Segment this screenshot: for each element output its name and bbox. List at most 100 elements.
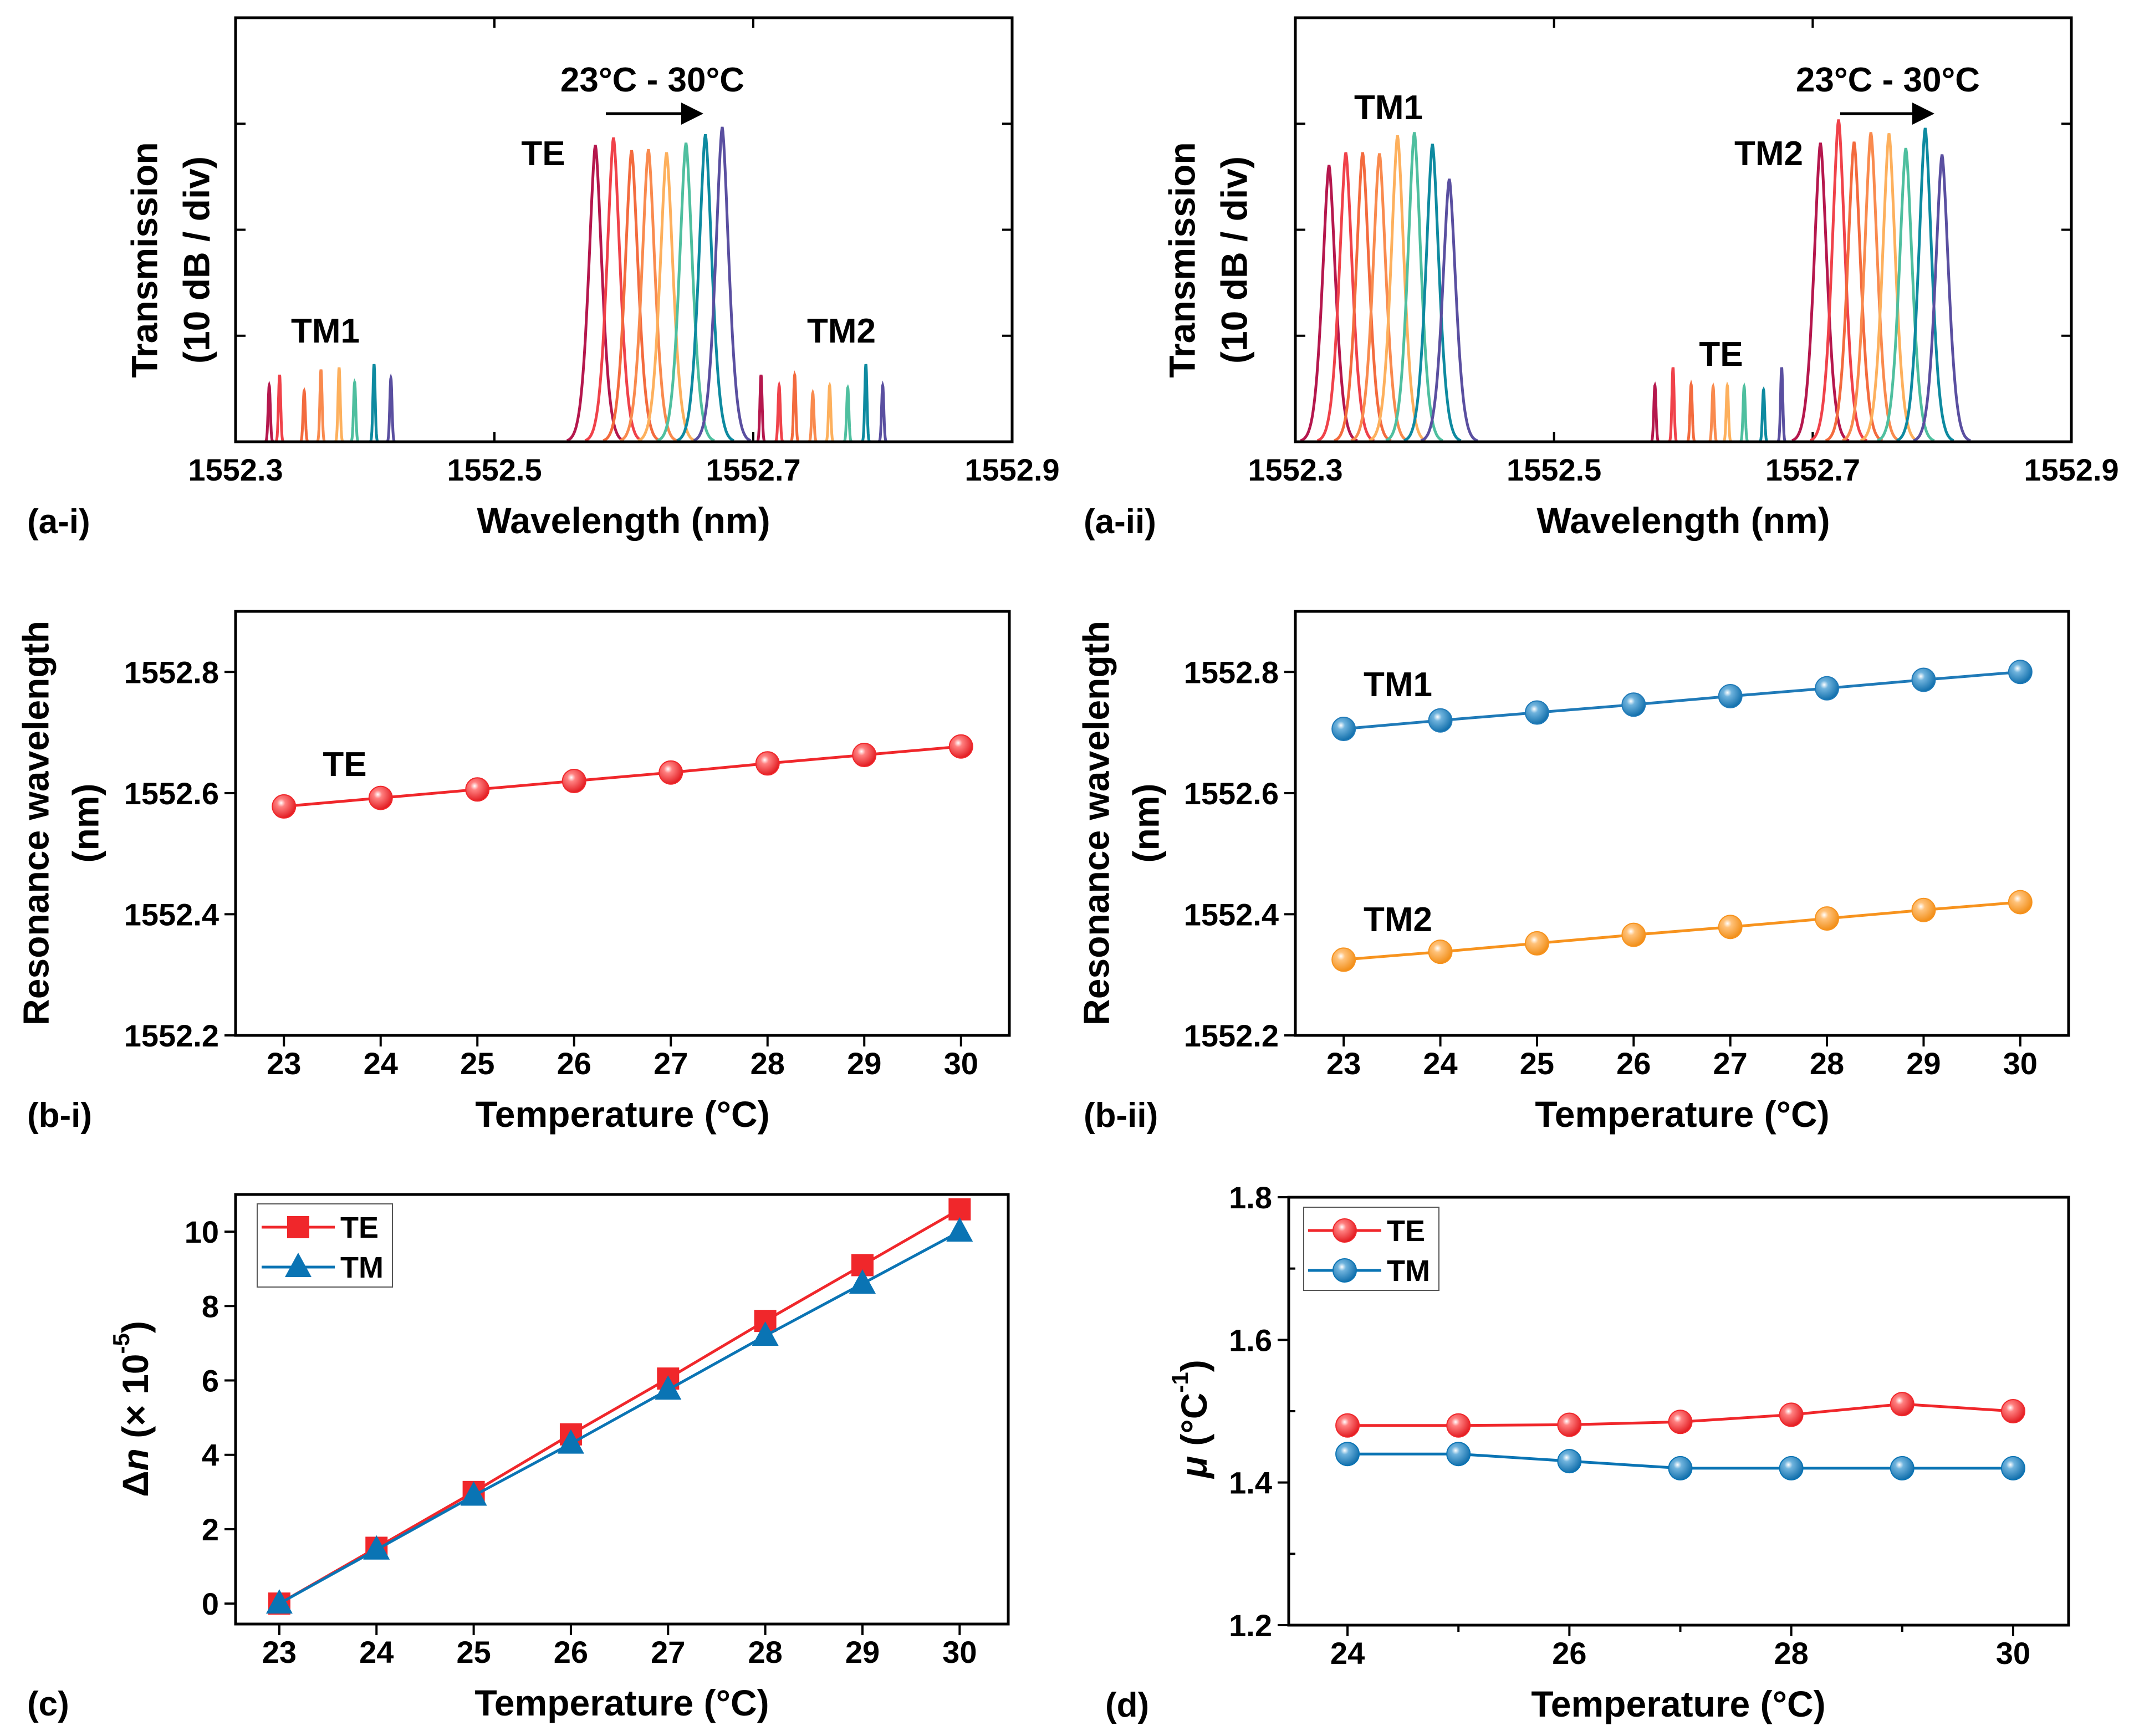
series-line-tm1 — [1343, 670, 2021, 731]
y-tick-label: 2 — [202, 1512, 219, 1547]
peak-te-28C — [657, 142, 715, 442]
peak-te-29C — [676, 134, 734, 442]
peak-te-25C — [603, 150, 661, 442]
peak-tm1-25C — [1334, 152, 1392, 442]
x-tick-label: 1552.5 — [1507, 452, 1601, 487]
data-point-te — [1557, 1412, 1582, 1437]
data-point-te — [755, 751, 780, 776]
y-axis-label: (nm) — [1125, 784, 1166, 863]
panel-label: (b-ii) — [1084, 1096, 1158, 1135]
series-line-tm — [278, 1230, 961, 1605]
mode-label-tm1: TM1 — [1354, 89, 1423, 127]
x-tick-label: 27 — [1713, 1046, 1748, 1081]
y-tick-label: 1552.4 — [124, 897, 219, 932]
x-tick-label: 1552.9 — [2024, 452, 2118, 487]
legend-label: TM — [1387, 1254, 1430, 1288]
plot-frame — [234, 610, 1011, 1037]
peak-tm2-25C — [1825, 141, 1883, 442]
legend-marker-te — [287, 1216, 309, 1238]
panel-a-ii: 1552.3 1552.5 1552.7 1552.9 Wavelength (nm) (… — [1084, 16, 2119, 541]
x-tick-label: 25 — [460, 1046, 494, 1081]
x-tick-label: 28 — [1810, 1046, 1844, 1081]
y-tick-label: 1.8 — [1229, 1180, 1272, 1215]
y-tick-label: 1552.8 — [124, 655, 219, 690]
legend-marker-te — [1333, 1218, 1357, 1243]
data-point-tm2 — [2008, 890, 2033, 915]
peak-tm2-30C — [1913, 154, 1971, 442]
data-point-tm2 — [1428, 940, 1453, 964]
panel-label: (c) — [27, 1685, 69, 1723]
x-tick-label: 24 — [364, 1046, 398, 1081]
y-axis-label: Transmission — [124, 142, 165, 378]
peak-te-24C — [1668, 367, 1678, 442]
peak-te-30C — [693, 126, 752, 442]
x-tick-label: 27 — [654, 1046, 688, 1081]
data-point-tm — [2000, 1456, 2025, 1480]
y-axis-label: Resonance wavelength — [15, 621, 56, 1025]
peak-tm1-28C — [1385, 132, 1443, 442]
mode-label-te: TE — [521, 135, 565, 173]
peak-tm1-29C — [1403, 144, 1462, 442]
series-line-tm2 — [1343, 901, 2021, 961]
peak-tm1-23C — [264, 380, 274, 442]
peak-te-26C — [1708, 382, 1718, 442]
y-axis-label: (10 dB / div) — [1213, 156, 1254, 364]
label-part: (× 10 — [115, 1354, 156, 1448]
peak-tm2-24C — [1809, 119, 1868, 442]
data-point-te — [658, 760, 683, 785]
plot-frame — [1294, 16, 2073, 443]
peak-te-23C — [1650, 381, 1660, 442]
x-tick-label: 26 — [557, 1046, 591, 1081]
data-point-tm — [266, 1589, 293, 1614]
peak-tm1-24C — [1316, 152, 1375, 442]
data-point-tm1 — [2008, 660, 2033, 685]
panel-label: (d) — [1105, 1686, 1149, 1724]
peak-te-24C — [584, 137, 643, 442]
y-tick-label: 0 — [202, 1586, 219, 1621]
x-axis-label: Temperature (°C) — [475, 1094, 769, 1135]
series-line-te — [278, 1208, 961, 1605]
data-point-tm — [1668, 1456, 1693, 1480]
data-point-tm2 — [1911, 897, 1936, 922]
y-axis-label: (nm) — [65, 784, 106, 863]
data-point-tm — [557, 1429, 584, 1454]
panel-label: (b-i) — [27, 1096, 92, 1135]
data-point-tm — [1335, 1442, 1360, 1467]
series-label-te: TE — [323, 746, 366, 784]
data-point-tm1 — [1524, 700, 1549, 725]
label-part: (°C — [1173, 1393, 1214, 1456]
x-tick-label: 28 — [751, 1046, 785, 1081]
panel-label: (a-ii) — [1084, 503, 1156, 541]
label-part: n — [115, 1448, 156, 1471]
superscript: -5 — [108, 1333, 134, 1354]
y-tick-label: 1552.6 — [124, 776, 219, 811]
y-axis-label: Δn (× 10-5) — [108, 1321, 156, 1497]
legend-marker-tm — [285, 1253, 312, 1277]
mode-label-tm2: TM2 — [807, 312, 876, 350]
y-tick-label: 1552.6 — [1184, 776, 1279, 811]
x-tick-label: 26 — [1552, 1636, 1586, 1671]
peak-tm2-27C — [824, 381, 835, 442]
superscript: -1 — [1167, 1372, 1193, 1392]
temperature-range-label: 23°C - 30°C — [560, 61, 744, 99]
data-point-te — [948, 1198, 971, 1221]
data-point-tm — [655, 1375, 682, 1400]
panel-d: 24 26 28 30 1.2 1.4 1.6 1.8 Temperature (°C) (d) μ… — [1105, 1180, 2070, 1724]
y-tick-label: 1552.4 — [1184, 897, 1279, 932]
peak-tm1-23C — [1300, 165, 1358, 442]
legend-box — [257, 1203, 393, 1288]
data-point-tm2 — [1718, 915, 1743, 940]
x-axis-label: Temperature (°C) — [1535, 1094, 1829, 1135]
x-tick-label: 29 — [1906, 1046, 1941, 1081]
peak-te-25C — [1686, 379, 1697, 442]
data-point-tm1 — [1718, 684, 1743, 708]
peak-tm2-23C — [755, 374, 767, 442]
peak-tm1-30C — [1420, 178, 1478, 442]
data-point-te — [1668, 1410, 1693, 1434]
panel-b-i: 23 24 25 26 27 28 29 30 1552.2 1552.4 1552.6 1552.8… — [15, 610, 1011, 1135]
data-point-te — [1446, 1413, 1471, 1438]
data-point-te — [368, 785, 393, 810]
y-tick-label: 1.2 — [1229, 1608, 1272, 1643]
x-tick-label: 23 — [267, 1046, 301, 1081]
